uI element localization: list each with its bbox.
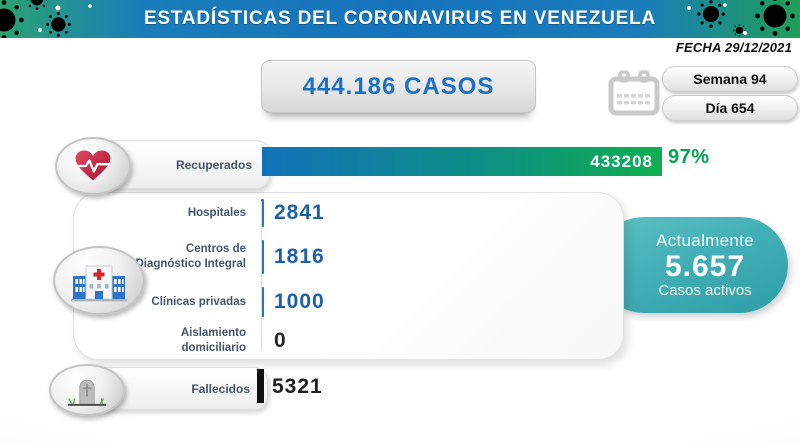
day-label: Día 654 <box>705 100 755 116</box>
active-cases-badge: Actualmente 5.657 Casos activos <box>596 217 788 313</box>
table-row: Hospitales 2841 <box>74 193 623 233</box>
recovered-label: Recuperados <box>175 157 252 172</box>
facilities-panel: Hospitales 2841 Centros de Diagnóstico I… <box>73 192 624 360</box>
deceased-accent-bar <box>257 369 264 403</box>
page-title: ESTADÍSTICAS DEL CORONAVIRUS EN VENEZUEL… <box>143 8 657 29</box>
tombstone-icon <box>68 379 106 406</box>
facility-value: 1000 <box>274 290 325 313</box>
deceased-value: 5321 <box>272 375 323 398</box>
heart-pulse-icon <box>75 150 111 181</box>
facility-value: 1816 <box>274 245 325 268</box>
week-label: Semana 94 <box>693 71 767 87</box>
total-cases-value: 444.186 CASOS <box>302 72 495 100</box>
active-cases-caption: Casos activos <box>658 282 752 300</box>
week-badge: Semana 94 <box>662 66 798 92</box>
recovered-avatar <box>55 137 131 195</box>
report-date: FECHA 29/12/2021 <box>675 40 792 55</box>
facility-label: Aislamiento domiciliario <box>180 327 246 354</box>
recovered-value: 433208 <box>590 151 653 171</box>
facility-label: Centros de Diagnóstico Integral <box>135 243 246 270</box>
accent-bar <box>261 287 264 317</box>
facility-value: 2841 <box>274 201 325 224</box>
recovered-percent: 97% <box>668 146 710 168</box>
day-badge: Día 654 <box>662 95 798 121</box>
accent-bar <box>261 199 264 227</box>
accent-bar <box>261 240 264 274</box>
hospital-avatar <box>53 246 145 315</box>
virus-icon <box>687 0 795 37</box>
table-row: Centros de Diagnóstico Integral 1816 <box>74 233 623 281</box>
total-cases-box: 444.186 CASOS <box>261 60 536 113</box>
header-banner: ESTADÍSTICAS DEL CORONAVIRUS EN VENEZUEL… <box>0 0 800 38</box>
table-row: Clínicas privadas 1000 <box>74 281 623 323</box>
deceased-avatar <box>49 364 125 416</box>
recovered-bar: 433208 <box>262 147 662 176</box>
active-cases-value: 5.657 <box>664 249 746 283</box>
active-cases-intro: Actualmente <box>656 230 754 250</box>
virus-icon <box>0 0 92 38</box>
table-row: Aislamiento domiciliario 0 <box>74 323 623 359</box>
facility-label: Clínicas privadas <box>151 295 246 308</box>
deceased-label: Fallecidos <box>191 381 250 396</box>
hospital-icon <box>71 265 127 301</box>
facility-label: Hospitales <box>187 206 246 219</box>
facility-value: 0 <box>274 329 287 352</box>
panel-divider <box>261 201 262 351</box>
calendar-icon <box>607 70 661 118</box>
